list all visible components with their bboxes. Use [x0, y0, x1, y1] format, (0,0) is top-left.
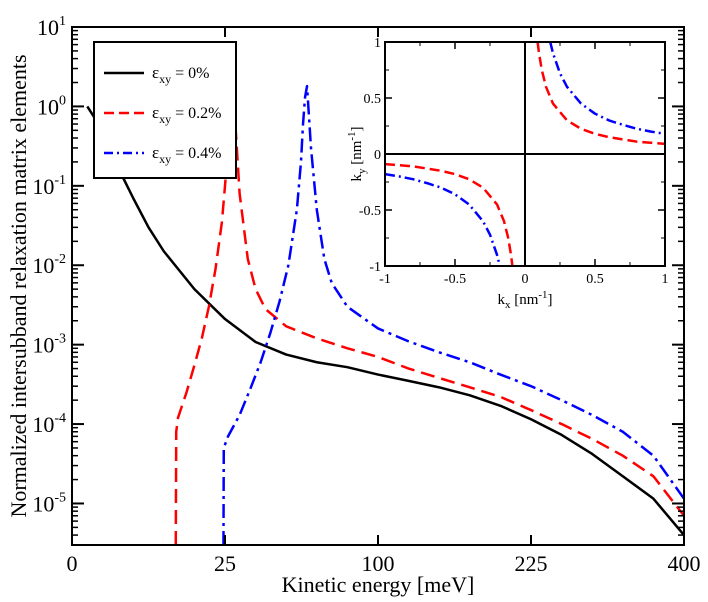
legend-label-2: εxy = 0.4%	[152, 143, 222, 166]
inset-series-0-branch-0	[536, 42, 665, 146]
inset-x-tick-label: -0.5	[444, 272, 466, 287]
inset-x-axis-label: kx [nm-1]	[497, 289, 552, 311]
inset-y-tick-label: -0.5	[359, 204, 381, 219]
inset-series-1-branch-0	[548, 42, 665, 136]
x-tick-label: 225	[515, 551, 548, 576]
legend-label-1: εxy = 0.2%	[152, 103, 222, 126]
series-line-0	[86, 105, 684, 536]
y-tick-label: 10-2	[32, 252, 66, 278]
inset-series-1-branch-1	[385, 172, 502, 266]
x-axis-label: Kinetic energy [meV]	[282, 572, 475, 597]
x-tick-label: 100	[362, 551, 395, 576]
y-axis-label: Normalized intersubband relaxation matri…	[6, 54, 31, 517]
legend-label-0: εxy = 0%	[152, 63, 210, 86]
x-tick-label: 0	[67, 551, 78, 576]
x-tick-label: 25	[214, 551, 236, 576]
y-tick-label: 10-3	[32, 332, 66, 358]
inset-x-tick-label: 1	[662, 272, 669, 287]
inset-x-tick-label: 0	[522, 272, 529, 287]
inset-x-tick-label: -1	[379, 272, 391, 287]
series-line-1	[174, 96, 684, 545]
y-tick-label: 10-5	[32, 490, 66, 516]
inset-y-tick-label: 1	[374, 36, 381, 51]
y-tick-label: 100	[37, 93, 66, 119]
y-tick-label: 10-4	[32, 411, 66, 437]
y-tick-label: 10-1	[32, 173, 66, 199]
legend-box	[93, 41, 237, 179]
inset-y-tick-label: 0	[374, 148, 381, 163]
inset-series-0-branch-1	[385, 162, 514, 266]
y-tick-label: 101	[37, 14, 66, 40]
inset-y-tick-label: -1	[369, 260, 381, 275]
inset-y-tick-label: 0.5	[364, 92, 382, 107]
inset-chart: -1 -0.5 0 0.5 1 -1 -0.5 0 0.5 1 kx [nm-1] ky [nm…	[346, 36, 669, 311]
x-tick-label: 400	[668, 551, 701, 576]
inset-x-tick-label: 0.5	[586, 272, 604, 287]
legend: εxy = 0% εxy = 0.2% εxy = 0.4%	[93, 41, 237, 179]
inset-y-axis-label: ky [nm-1]	[346, 126, 368, 181]
